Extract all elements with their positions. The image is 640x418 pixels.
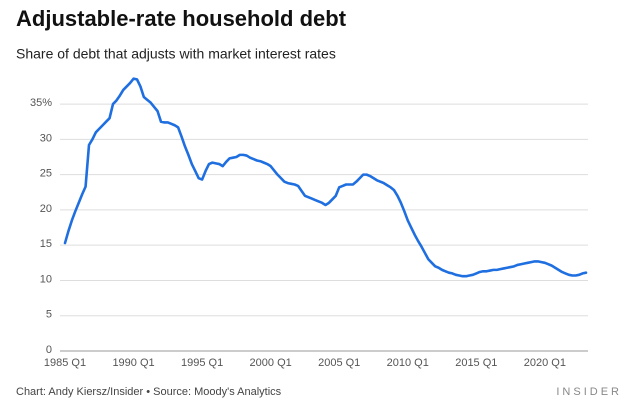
x-tick-label: 1995 Q1 [181,357,223,369]
y-tick-label: 20 [40,203,52,215]
y-tick-label: 15 [40,238,52,250]
x-tick-label: 1990 Q1 [112,357,154,369]
x-tick-label: 2005 Q1 [318,357,360,369]
y-tick-label: 30 [40,132,52,144]
x-tick-label: 1985 Q1 [44,357,86,369]
source: Chart: Andy Kiersz/Insider • Source: Moo… [16,386,282,398]
y-tick-label: 5 [46,309,52,321]
x-tick-label: 2010 Q1 [387,357,429,369]
brand: INSIDER [556,386,622,398]
chart-subtitle: Share of debt that adjusts with market i… [16,46,336,62]
y-tick-label: 0 [46,344,52,356]
chart-title: Adjustable-rate household debt [16,6,347,31]
x-tick-label: 2020 Q1 [524,357,566,369]
x-tick-label: 2000 Q1 [250,357,292,369]
y-tick-label: 25 [40,168,52,180]
y-tick-label: 10 [40,273,52,285]
y-tick-label: 35% [30,97,52,109]
x-tick-label: 2015 Q1 [455,357,497,369]
line [63,77,588,278]
